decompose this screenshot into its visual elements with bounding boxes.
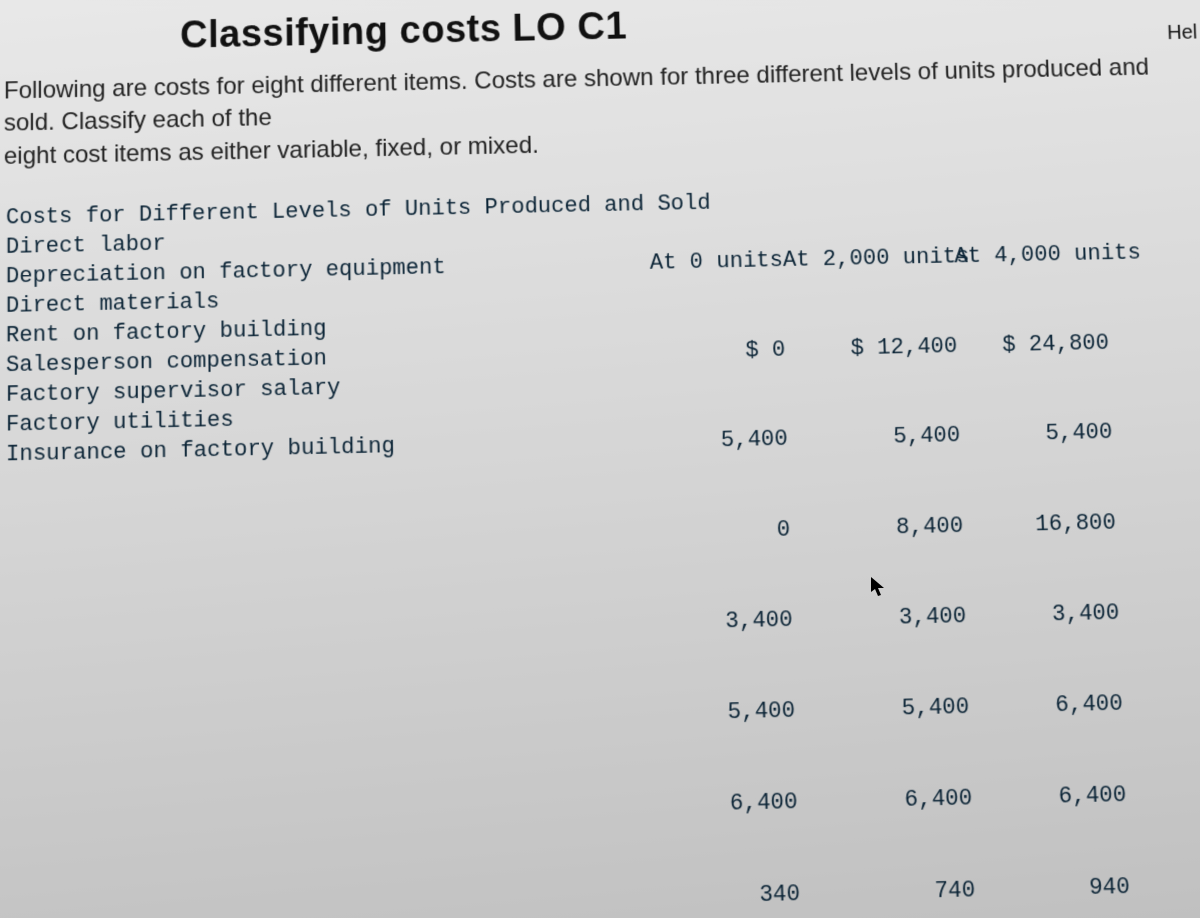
data-cell: $ 0 (633, 336, 785, 369)
data-cell: 16,800 (963, 507, 1117, 540)
data-cell: 340 (645, 879, 800, 913)
data-cell: 5,400 (795, 692, 970, 726)
col-header-0: At 0 units (631, 246, 783, 280)
problem-line-1: Following are costs for eight different … (4, 54, 1150, 138)
data-cell: 3,400 (966, 598, 1120, 631)
cost-data-block: Costs for Different Levels of Units Prod… (6, 178, 1200, 918)
data-cell: 3,400 (639, 605, 793, 638)
data-cell: 5,400 (641, 695, 795, 729)
col-header-2: At 4,000 units (954, 239, 1106, 273)
data-cell: 0 (637, 514, 790, 547)
data-cell: 6,400 (643, 787, 798, 821)
data-cell: 6,400 (797, 783, 973, 817)
data-cell: 740 (800, 875, 976, 910)
data-cell: 6,400 (972, 780, 1127, 814)
data-cell: 6,400 (969, 688, 1124, 722)
data-cell: $ 12,400 (785, 332, 958, 365)
data-cell: 5,400 (635, 425, 788, 458)
data-cell: 8,400 (790, 511, 964, 545)
col-header-1: At 2,000 units (783, 242, 955, 276)
data-cell: 940 (975, 872, 1131, 906)
problem-line-2: eight cost items as either variable, fix… (4, 131, 539, 169)
data-cell: 5,400 (787, 421, 960, 454)
page-title: Classifying costs LO C1 (180, 0, 1200, 58)
data-cell: 5,400 (960, 418, 1113, 451)
data-cell: 3,400 (792, 601, 966, 635)
help-link-fragment[interactable]: Hel (1167, 21, 1198, 45)
data-cell: $ 24,800 (957, 329, 1110, 362)
problem-statement: Following are costs for eight different … (4, 51, 1196, 174)
